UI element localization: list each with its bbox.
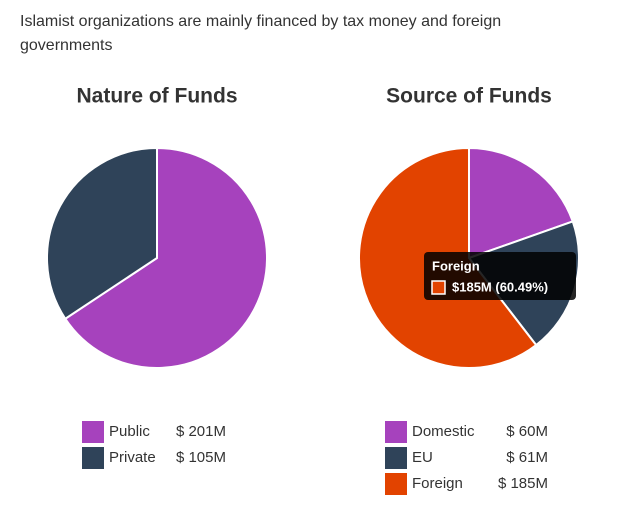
tooltip-box	[424, 252, 576, 300]
legend-value: $ 185M	[498, 475, 548, 492]
legend-label: EU	[412, 449, 433, 466]
chart-title: Nature of Funds	[77, 85, 238, 108]
legend-swatch	[385, 447, 407, 469]
pie-slice	[46, 146, 158, 321]
legend-value: $ 60M	[506, 423, 548, 440]
legend-label: Domestic	[412, 423, 475, 440]
legend-swatch	[385, 473, 407, 495]
legend-swatch	[82, 447, 104, 469]
tooltip-title: Foreign	[432, 258, 480, 273]
legend-swatch	[385, 421, 407, 443]
legend-label: Private	[109, 449, 156, 466]
legend-value: $ 61M	[506, 449, 548, 466]
legend-swatch	[82, 421, 104, 443]
legend-label: Public	[109, 423, 150, 440]
legend-value: $ 201M	[176, 423, 226, 440]
tooltip: Foreign $185M (60.49%)	[424, 252, 576, 300]
tooltip-text: $185M (60.49%)	[452, 279, 548, 294]
pie-slice	[63, 146, 268, 369]
tooltip-swatch	[431, 280, 446, 295]
chart-title: Source of Funds	[386, 85, 552, 108]
description: Islamist organizations are mainly financ…	[20, 13, 502, 54]
legend-label: Foreign	[412, 475, 463, 492]
legend-value: $ 105M	[176, 449, 226, 466]
